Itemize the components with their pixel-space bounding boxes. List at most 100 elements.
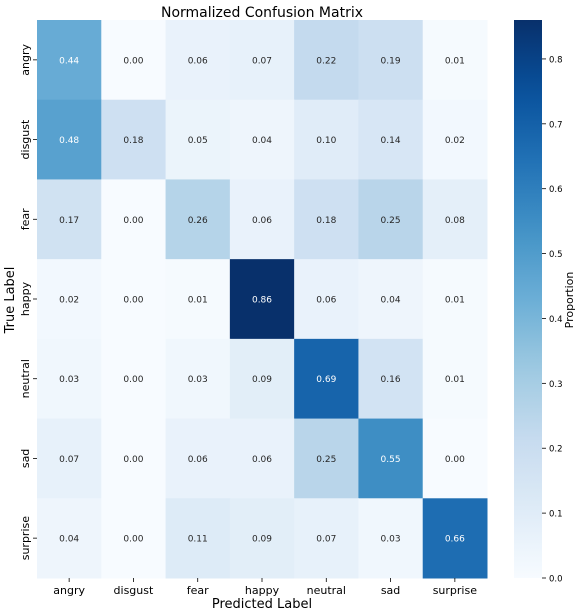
- cell-value-label: 0.00: [123, 216, 143, 226]
- y-tick-label: sad: [19, 449, 32, 468]
- cell-value-label: 0.04: [381, 296, 401, 306]
- y-tick-label: angry: [19, 44, 32, 76]
- colorbar-label: Proportion: [563, 272, 576, 329]
- x-axis-ticks: angry disgust fear happy neutral sad surprise: [53, 578, 477, 597]
- cell-value-label: 0.03: [381, 535, 401, 545]
- cell-value-label: 0.06: [252, 216, 272, 226]
- heatmap-cell: [358, 418, 424, 499]
- cell-value-label: 0.00: [445, 455, 465, 465]
- cell-value-label: 0.09: [252, 535, 272, 545]
- heatmap-cell: [229, 20, 295, 101]
- heatmap-cell: [422, 498, 488, 579]
- y-tick-label: disgust: [19, 119, 32, 159]
- heatmap-cell: [358, 99, 424, 180]
- heatmap-cell: [165, 498, 231, 579]
- colorbar-tick-label: 0.8: [549, 55, 563, 65]
- heatmap-cell: [37, 99, 102, 180]
- heatmap-cell: [37, 338, 102, 420]
- heatmap-cell: [294, 20, 359, 101]
- chart-title: Normalized Confusion Matrix: [161, 5, 363, 21]
- colorbar-tick-label: 0.4: [549, 315, 563, 325]
- colorbar-tick-label: 0.7: [549, 120, 563, 130]
- y-tick-label: surprise: [19, 516, 32, 561]
- heatmap-cell: [37, 498, 102, 579]
- heatmap-cell: [294, 99, 359, 180]
- colorbar-tick-label: 0.3: [549, 380, 563, 390]
- x-tick-label: neutral: [307, 584, 346, 597]
- heatmap-cell: [294, 498, 359, 579]
- heatmap-cell: [229, 259, 295, 340]
- heatmap-cell: [422, 179, 488, 260]
- cell-value-label: 0.00: [123, 296, 143, 306]
- cell-value-label: 0.69: [316, 375, 336, 385]
- heatmap-cell: [229, 418, 295, 499]
- cell-value-label: 0.01: [445, 56, 465, 66]
- heatmap-cell: [229, 338, 295, 420]
- heatmap-cell: [358, 498, 424, 579]
- y-tick-label: neutral: [19, 359, 32, 398]
- cell-value-label: 0.00: [123, 535, 143, 545]
- cell-value-label: 0.02: [59, 296, 79, 306]
- cell-value-label: 0.01: [445, 296, 465, 306]
- cell-value-label: 0.18: [123, 136, 143, 146]
- x-tick-label: angry: [53, 584, 85, 597]
- cell-value-label: 0.19: [381, 56, 401, 66]
- cell-value-label: 0.02: [445, 136, 465, 146]
- heatmap-cell: [358, 259, 424, 340]
- heatmap-cell: [294, 259, 359, 340]
- cell-value-label: 0.03: [188, 375, 208, 385]
- heatmap-cell: [229, 179, 295, 260]
- heatmap-cell: [422, 20, 488, 101]
- heatmap-cell: [101, 20, 167, 101]
- cell-value-label: 0.08: [445, 216, 465, 226]
- cell-value-label: 0.00: [123, 375, 143, 385]
- y-axis-ticks: angry disgust fear happy neutral sad surprise: [19, 44, 37, 561]
- colorbar-tick-label: 0.2: [549, 445, 563, 455]
- heatmap-cell: [422, 259, 488, 340]
- cell-value-label: 0.22: [316, 56, 336, 66]
- heatmap-cell: [229, 99, 295, 180]
- colorbar-ticks: 0.0 0.1 0.2 0.3 0.4 0.5 0.6 0.7 0.8: [542, 55, 563, 585]
- cell-value-label: 0.06: [252, 455, 272, 465]
- heatmap-cell: [101, 418, 167, 499]
- heatmap-cells: [37, 20, 488, 579]
- cell-value-label: 0.10: [316, 136, 336, 146]
- cell-value-label: 0.00: [123, 455, 143, 465]
- heatmap-cell: [358, 20, 424, 101]
- x-axis-label: Predicted Label: [212, 597, 312, 612]
- y-tick-label: happy: [19, 281, 32, 316]
- heatmap-cell: [358, 179, 424, 260]
- x-tick-label: surprise: [433, 584, 478, 597]
- heatmap-cell: [37, 20, 102, 101]
- x-tick-label: disgust: [114, 584, 154, 597]
- cell-value-label: 0.07: [59, 455, 79, 465]
- cell-value-label: 0.18: [316, 216, 336, 226]
- cell-value-label: 0.26: [188, 216, 208, 226]
- colorbar: [514, 20, 542, 578]
- y-axis-label: True Label: [3, 267, 18, 335]
- heatmap-cell: [229, 498, 295, 579]
- cell-value-label: 0.04: [252, 136, 272, 146]
- heatmap-cell: [165, 259, 231, 340]
- y-tick-label: fear: [19, 208, 32, 230]
- cell-value-label: 0.00: [123, 56, 143, 66]
- colorbar-tick-label: 0.1: [549, 510, 563, 520]
- colorbar-tick-label: 0.0: [549, 575, 563, 585]
- heatmap-cell: [101, 179, 167, 260]
- heatmap-cell: [101, 498, 167, 579]
- heatmap-cell: [422, 418, 488, 499]
- cell-value-label: 0.55: [381, 455, 401, 465]
- heatmap-cell: [165, 179, 231, 260]
- cell-value-label: 0.01: [445, 375, 465, 385]
- cell-value-label: 0.66: [445, 535, 465, 545]
- heatmap-cell: [294, 179, 359, 260]
- cell-value-label: 0.06: [316, 296, 336, 306]
- heatmap-cell: [422, 338, 488, 420]
- heatmap-cell: [101, 99, 167, 180]
- cell-value-label: 0.86: [252, 296, 272, 306]
- cell-value-label: 0.44: [59, 56, 79, 66]
- cell-value-label: 0.25: [316, 455, 336, 465]
- colorbar-tick-label: 0.6: [549, 185, 563, 195]
- heatmap-cell: [37, 418, 102, 499]
